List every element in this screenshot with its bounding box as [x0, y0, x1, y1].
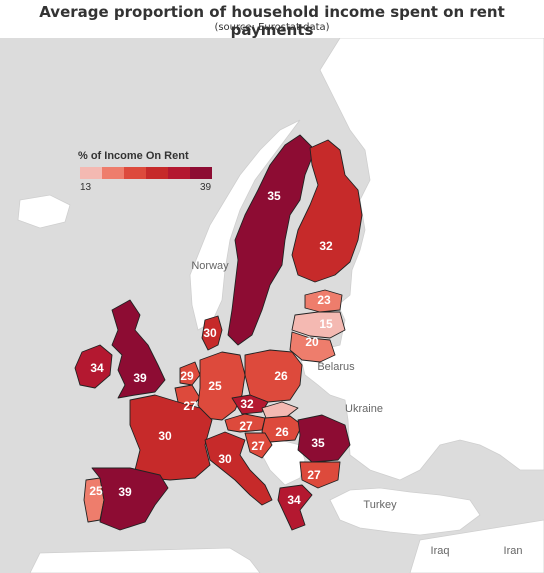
country-sweden[interactable]	[227, 134, 316, 346]
label-greece: 34	[287, 493, 301, 507]
place-ukraine: Ukraine	[345, 403, 383, 415]
label-netherlands: 29	[180, 369, 194, 383]
label-czech: 32	[240, 397, 254, 411]
label-hungary: 26	[275, 425, 289, 439]
place-labels: Norway Belarus Ukraine Turkey Iraq Iran	[191, 260, 522, 557]
legend-swatch	[190, 167, 212, 179]
label-poland: 26	[274, 369, 288, 383]
country-france[interactable]	[129, 394, 213, 481]
place-belarus: Belarus	[317, 361, 355, 373]
country-italy[interactable]	[204, 431, 273, 506]
place-norway: Norway	[191, 260, 229, 272]
legend-max: 39	[200, 182, 212, 193]
legend-swatch	[124, 167, 146, 179]
label-lithuania: 20	[305, 335, 319, 349]
page-title: Average proportion of household income s…	[39, 3, 505, 39]
label-sweden: 35	[267, 189, 281, 203]
label-belgium: 27	[183, 399, 197, 413]
label-italy: 30	[218, 452, 232, 466]
country-bulgaria[interactable]	[299, 461, 341, 489]
country-belgium[interactable]	[174, 384, 201, 409]
legend-title: % of Income On Rent	[78, 150, 189, 162]
legend-swatch	[168, 167, 190, 179]
label-spain: 39	[118, 485, 132, 499]
value-labels: 35 32 23 15 20 30 34 39 29 25 26 27 30 3…	[89, 189, 333, 507]
country-slovakia[interactable]	[261, 401, 299, 419]
legend-swatch	[80, 167, 102, 179]
country-poland[interactable]	[244, 349, 303, 403]
background-land	[17, 38, 544, 573]
label-finland: 32	[319, 239, 333, 253]
label-slovenia: 27	[251, 439, 265, 453]
country-latvia[interactable]	[291, 311, 346, 339]
label-latvia: 15	[319, 317, 333, 331]
label-germany: 25	[208, 379, 222, 393]
legend-min: 13	[80, 182, 92, 193]
legend-swatch	[146, 167, 168, 179]
country-greece[interactable]	[277, 484, 313, 531]
place-turkey: Turkey	[363, 499, 397, 511]
country-romania[interactable]	[297, 414, 351, 463]
country-slovenia[interactable]	[244, 432, 273, 459]
chart-header: Average proportion of household income s…	[0, 0, 544, 39]
page-subtitle: (source: Eurostat data)	[214, 22, 330, 33]
map-area[interactable]: 35 32 23 15 20 30 34 39 29 25 26 27 30 3…	[0, 38, 544, 573]
legend-color-scale	[80, 167, 212, 179]
label-uk: 39	[133, 371, 147, 385]
place-iran: Iran	[504, 545, 523, 557]
legend-swatch	[102, 167, 124, 179]
label-france: 30	[158, 429, 172, 443]
label-ireland: 34	[90, 361, 104, 375]
country-netherlands[interactable]	[179, 361, 201, 386]
country-ireland[interactable]	[74, 344, 113, 389]
label-estonia: 23	[317, 293, 331, 307]
label-portugal: 25	[89, 484, 103, 498]
label-romania: 35	[311, 436, 325, 450]
country-denmark[interactable]	[201, 315, 223, 351]
country-hungary[interactable]	[261, 415, 303, 443]
country-finland[interactable]	[291, 139, 363, 283]
label-bulgaria: 27	[307, 468, 321, 482]
country-germany[interactable]	[197, 351, 246, 421]
country-estonia[interactable]	[304, 289, 343, 313]
country-uk[interactable]	[111, 299, 166, 399]
map-svg[interactable]: 35 32 23 15 20 30 34 39 29 25 26 27 30 3…	[0, 38, 544, 573]
label-austria: 27	[239, 419, 253, 433]
label-denmark: 30	[203, 326, 217, 340]
country-spain[interactable]	[91, 467, 169, 531]
legend: % of Income On Rent 13 39	[78, 150, 218, 200]
place-iraq: Iraq	[431, 545, 450, 557]
data-countries[interactable]	[74, 134, 363, 531]
